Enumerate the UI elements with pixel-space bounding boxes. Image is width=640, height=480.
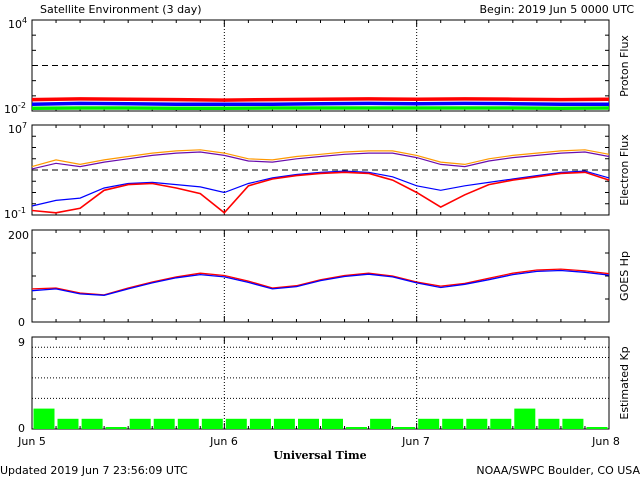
hp-tick-bottom: 0 bbox=[18, 316, 25, 329]
kp-bar bbox=[418, 418, 440, 429]
electron-tick-bottom: 10-1 bbox=[4, 206, 26, 221]
goes-hp-ylabel: GOES Hp bbox=[618, 251, 631, 301]
kp-bar bbox=[562, 418, 584, 429]
goes-hp-panel bbox=[31, 229, 610, 323]
kp-bar bbox=[177, 418, 199, 429]
kp-bar bbox=[273, 418, 295, 429]
kp-bar bbox=[33, 408, 55, 429]
kp-bar bbox=[81, 418, 103, 429]
kp-bar bbox=[322, 418, 343, 429]
kp-tick-top: 9 bbox=[18, 336, 25, 349]
credit-text: NOAA/SWPC Boulder, CO USA bbox=[476, 464, 640, 477]
hp-series-blue bbox=[31, 269, 610, 296]
kp-bar bbox=[514, 408, 536, 429]
updated-timestamp: Updated 2019 Jun 7 23:56:09 UTC bbox=[0, 464, 188, 477]
proton-ylabel: Proton Flux bbox=[618, 35, 631, 97]
kp-bar bbox=[153, 418, 175, 429]
kp-bar bbox=[346, 427, 367, 429]
hp-series-red bbox=[31, 268, 610, 296]
x-tick-jun5: Jun 5 bbox=[17, 435, 46, 448]
kp-bar bbox=[442, 418, 464, 429]
electron-series-blue bbox=[31, 170, 610, 207]
begin-time: Begin: 2019 Jun 5 0000 UTC bbox=[480, 3, 635, 16]
electron-ylabel: Electron Flux bbox=[618, 134, 631, 206]
proton-tick-bottom: 10-2 bbox=[4, 101, 26, 116]
hp-tick-top: 200 bbox=[8, 229, 29, 242]
proton-tick-top: 104 bbox=[8, 16, 27, 31]
electron-series-orange bbox=[31, 149, 610, 168]
kp-bar bbox=[466, 418, 488, 429]
kp-bar bbox=[370, 418, 392, 429]
kp-bar bbox=[249, 418, 271, 429]
kp-bar bbox=[490, 418, 512, 429]
kp-bar bbox=[225, 418, 247, 429]
kp-bar bbox=[298, 418, 319, 429]
kp-bar bbox=[129, 418, 151, 429]
electron-tick-top: 107 bbox=[8, 121, 27, 136]
x-tick-jun8: Jun 8 bbox=[591, 435, 620, 448]
kp-bar bbox=[105, 427, 127, 429]
kp-bar bbox=[57, 418, 79, 429]
electron-series-red bbox=[31, 171, 610, 214]
kp-ylabel: Estimated Kp bbox=[618, 346, 631, 419]
x-axis-label: Universal Time bbox=[273, 449, 366, 462]
x-tick-jun7: Jun 7 bbox=[401, 435, 430, 448]
electron-series-purple bbox=[31, 151, 610, 170]
x-tick-jun6: Jun 6 bbox=[209, 435, 238, 448]
kp-bar bbox=[538, 418, 560, 429]
kp-bar bbox=[201, 418, 223, 429]
proton-series-blue bbox=[31, 101, 609, 106]
kp-bar bbox=[586, 427, 608, 429]
kp-tick-bottom: 0 bbox=[18, 422, 25, 435]
proton-series-red bbox=[31, 97, 610, 102]
chart-title: Satellite Environment (3 day) bbox=[40, 3, 202, 16]
kp-bar bbox=[394, 427, 416, 429]
